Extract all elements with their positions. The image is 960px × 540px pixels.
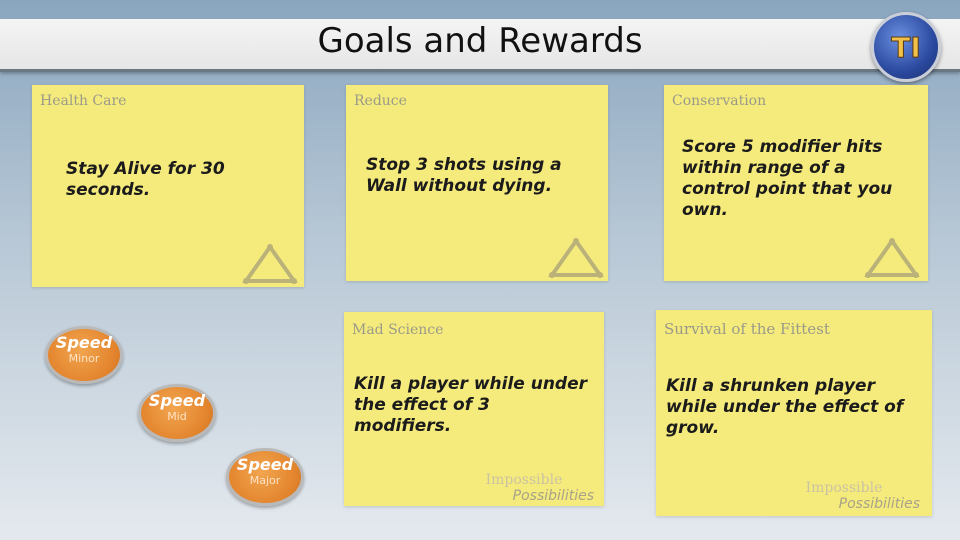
goal-card-text: Stop 3 shots using a Wall without dying. xyxy=(366,155,562,196)
goal-card-title: Survival of the Fittest xyxy=(664,320,830,338)
badge-level: Major xyxy=(249,474,281,487)
badge-label: Speed xyxy=(55,333,113,352)
badge-level: Minor xyxy=(68,352,100,365)
goal-card-survival-of-the-fittest: Survival of the Fittest Kill a shrunken … xyxy=(656,310,932,516)
goal-card-mad-science: Mad Science Kill a player while under th… xyxy=(344,312,604,506)
goal-card-title: Reduce xyxy=(354,93,407,109)
goal-card-reduce: Reduce Stop 3 shots using a Wall without… xyxy=(346,85,608,281)
slide-title: Goals and Rewards xyxy=(317,21,643,61)
watermark-line-1: Impossible xyxy=(805,480,883,496)
watermark-line-1: Impossible xyxy=(485,472,563,488)
goal-card-conservation: Conservation Score 5 modifier hits withi… xyxy=(664,85,928,281)
game-logo-icon: TI xyxy=(871,12,941,82)
speed-mid-badge: Speed Mid xyxy=(138,384,216,442)
goal-card-title: Mad Science xyxy=(352,322,444,338)
goal-card-title: Conservation xyxy=(672,93,767,109)
badge-level: Mid xyxy=(167,410,187,423)
goal-card-text: Kill a player while under the effect of … xyxy=(354,374,588,436)
badge-label: Speed xyxy=(236,455,294,474)
watermark: Impossible Possibilities xyxy=(768,480,920,512)
watermark: Impossible Possibilities xyxy=(454,472,594,504)
watermark-line-2: Possibilities xyxy=(838,496,920,512)
title-bar: Goals and Rewards xyxy=(0,19,960,72)
triangle-icon xyxy=(548,237,604,278)
goal-card-text: Kill a shrunken player while under the e… xyxy=(666,376,904,438)
triangle-icon xyxy=(864,237,920,278)
goal-card-health-care: Health Care Stay Alive for 30 seconds. xyxy=(32,85,304,287)
badge-label: Speed xyxy=(148,391,206,410)
logo-text: TI xyxy=(891,31,921,64)
goal-card-text: Stay Alive for 30 seconds. xyxy=(66,159,225,200)
goal-card-title: Health Care xyxy=(40,93,127,109)
triangle-icon xyxy=(242,243,298,284)
goal-card-text: Score 5 modifier hits within range of a … xyxy=(682,137,893,220)
speed-major-badge: Speed Major xyxy=(226,448,304,506)
watermark-line-2: Possibilities xyxy=(512,488,594,504)
speed-minor-badge: Speed Minor xyxy=(45,326,123,384)
